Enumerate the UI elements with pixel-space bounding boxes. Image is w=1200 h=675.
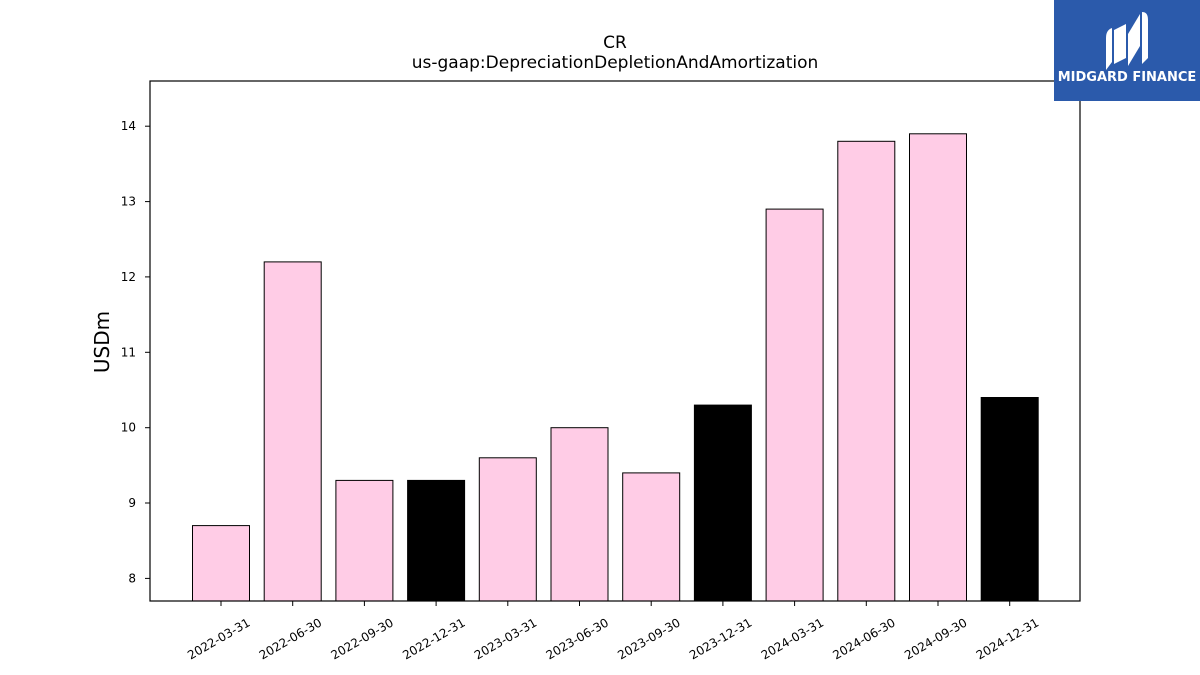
midgard-logo-icon <box>1106 12 1148 70</box>
bar-2024-09-30 <box>909 133 967 602</box>
y-ticks-layer: 8 9 10 11 12 13 14 <box>121 119 150 585</box>
y-tick-label: 11 <box>121 345 136 359</box>
bar-2024-03-31 <box>765 208 824 602</box>
bars-layer <box>192 133 1039 602</box>
bar-2023-09-30 <box>622 472 681 602</box>
logo-text: MIDGARD FINANCE <box>1058 70 1197 85</box>
x-tick-label: 2022-03-31 <box>185 615 252 662</box>
bar-2024-06-30 <box>837 140 896 602</box>
chart-subtitle: us-gaap:DepreciationDepletionAndAmortiza… <box>412 53 819 73</box>
bar-2022-12-31 <box>407 479 466 602</box>
x-tick-label: 2024-03-31 <box>759 615 826 662</box>
x-tick-label: 2023-12-31 <box>687 615 754 662</box>
y-tick-label: 12 <box>121 270 136 284</box>
bar-2022-06-30 <box>263 261 322 602</box>
bar-2023-03-31 <box>478 457 537 602</box>
bar-2024-12-31 <box>980 397 1039 602</box>
y-tick-label: 8 <box>128 571 136 585</box>
x-tick-label: 2024-12-31 <box>974 615 1041 662</box>
bar-2023-12-31 <box>693 404 752 602</box>
plot-frame <box>149 80 1081 602</box>
y-tick-label: 10 <box>121 421 136 435</box>
x-tick-label: 2023-09-30 <box>615 615 682 662</box>
bar-2022-03-31 <box>192 525 250 602</box>
x-ticks-layer: 2022-03-31 2022-06-30 2022-09-30 2022-12-31… <box>185 601 1041 662</box>
bar-2022-09-30 <box>335 479 394 602</box>
y-tick-label: 13 <box>121 195 136 209</box>
bar-2023-06-30 <box>550 427 609 602</box>
y-tick-label: 9 <box>128 496 136 510</box>
logo-background <box>1054 0 1200 101</box>
x-tick-label: 2024-09-30 <box>902 615 969 662</box>
x-tick-label: 2023-06-30 <box>544 615 611 662</box>
x-tick-label: 2022-09-30 <box>328 615 395 662</box>
chart-title: CR <box>603 33 627 53</box>
x-tick-label: 2023-03-31 <box>472 615 539 662</box>
x-tick-label: 2022-12-31 <box>400 615 467 662</box>
y-axis-label: USDm <box>90 311 114 373</box>
midgard-finance-logo: MIDGARD FINANCE <box>1054 0 1200 101</box>
x-tick-label: 2024-06-30 <box>830 615 897 662</box>
x-tick-label: 2022-06-30 <box>257 615 324 662</box>
y-tick-label: 14 <box>121 119 136 133</box>
